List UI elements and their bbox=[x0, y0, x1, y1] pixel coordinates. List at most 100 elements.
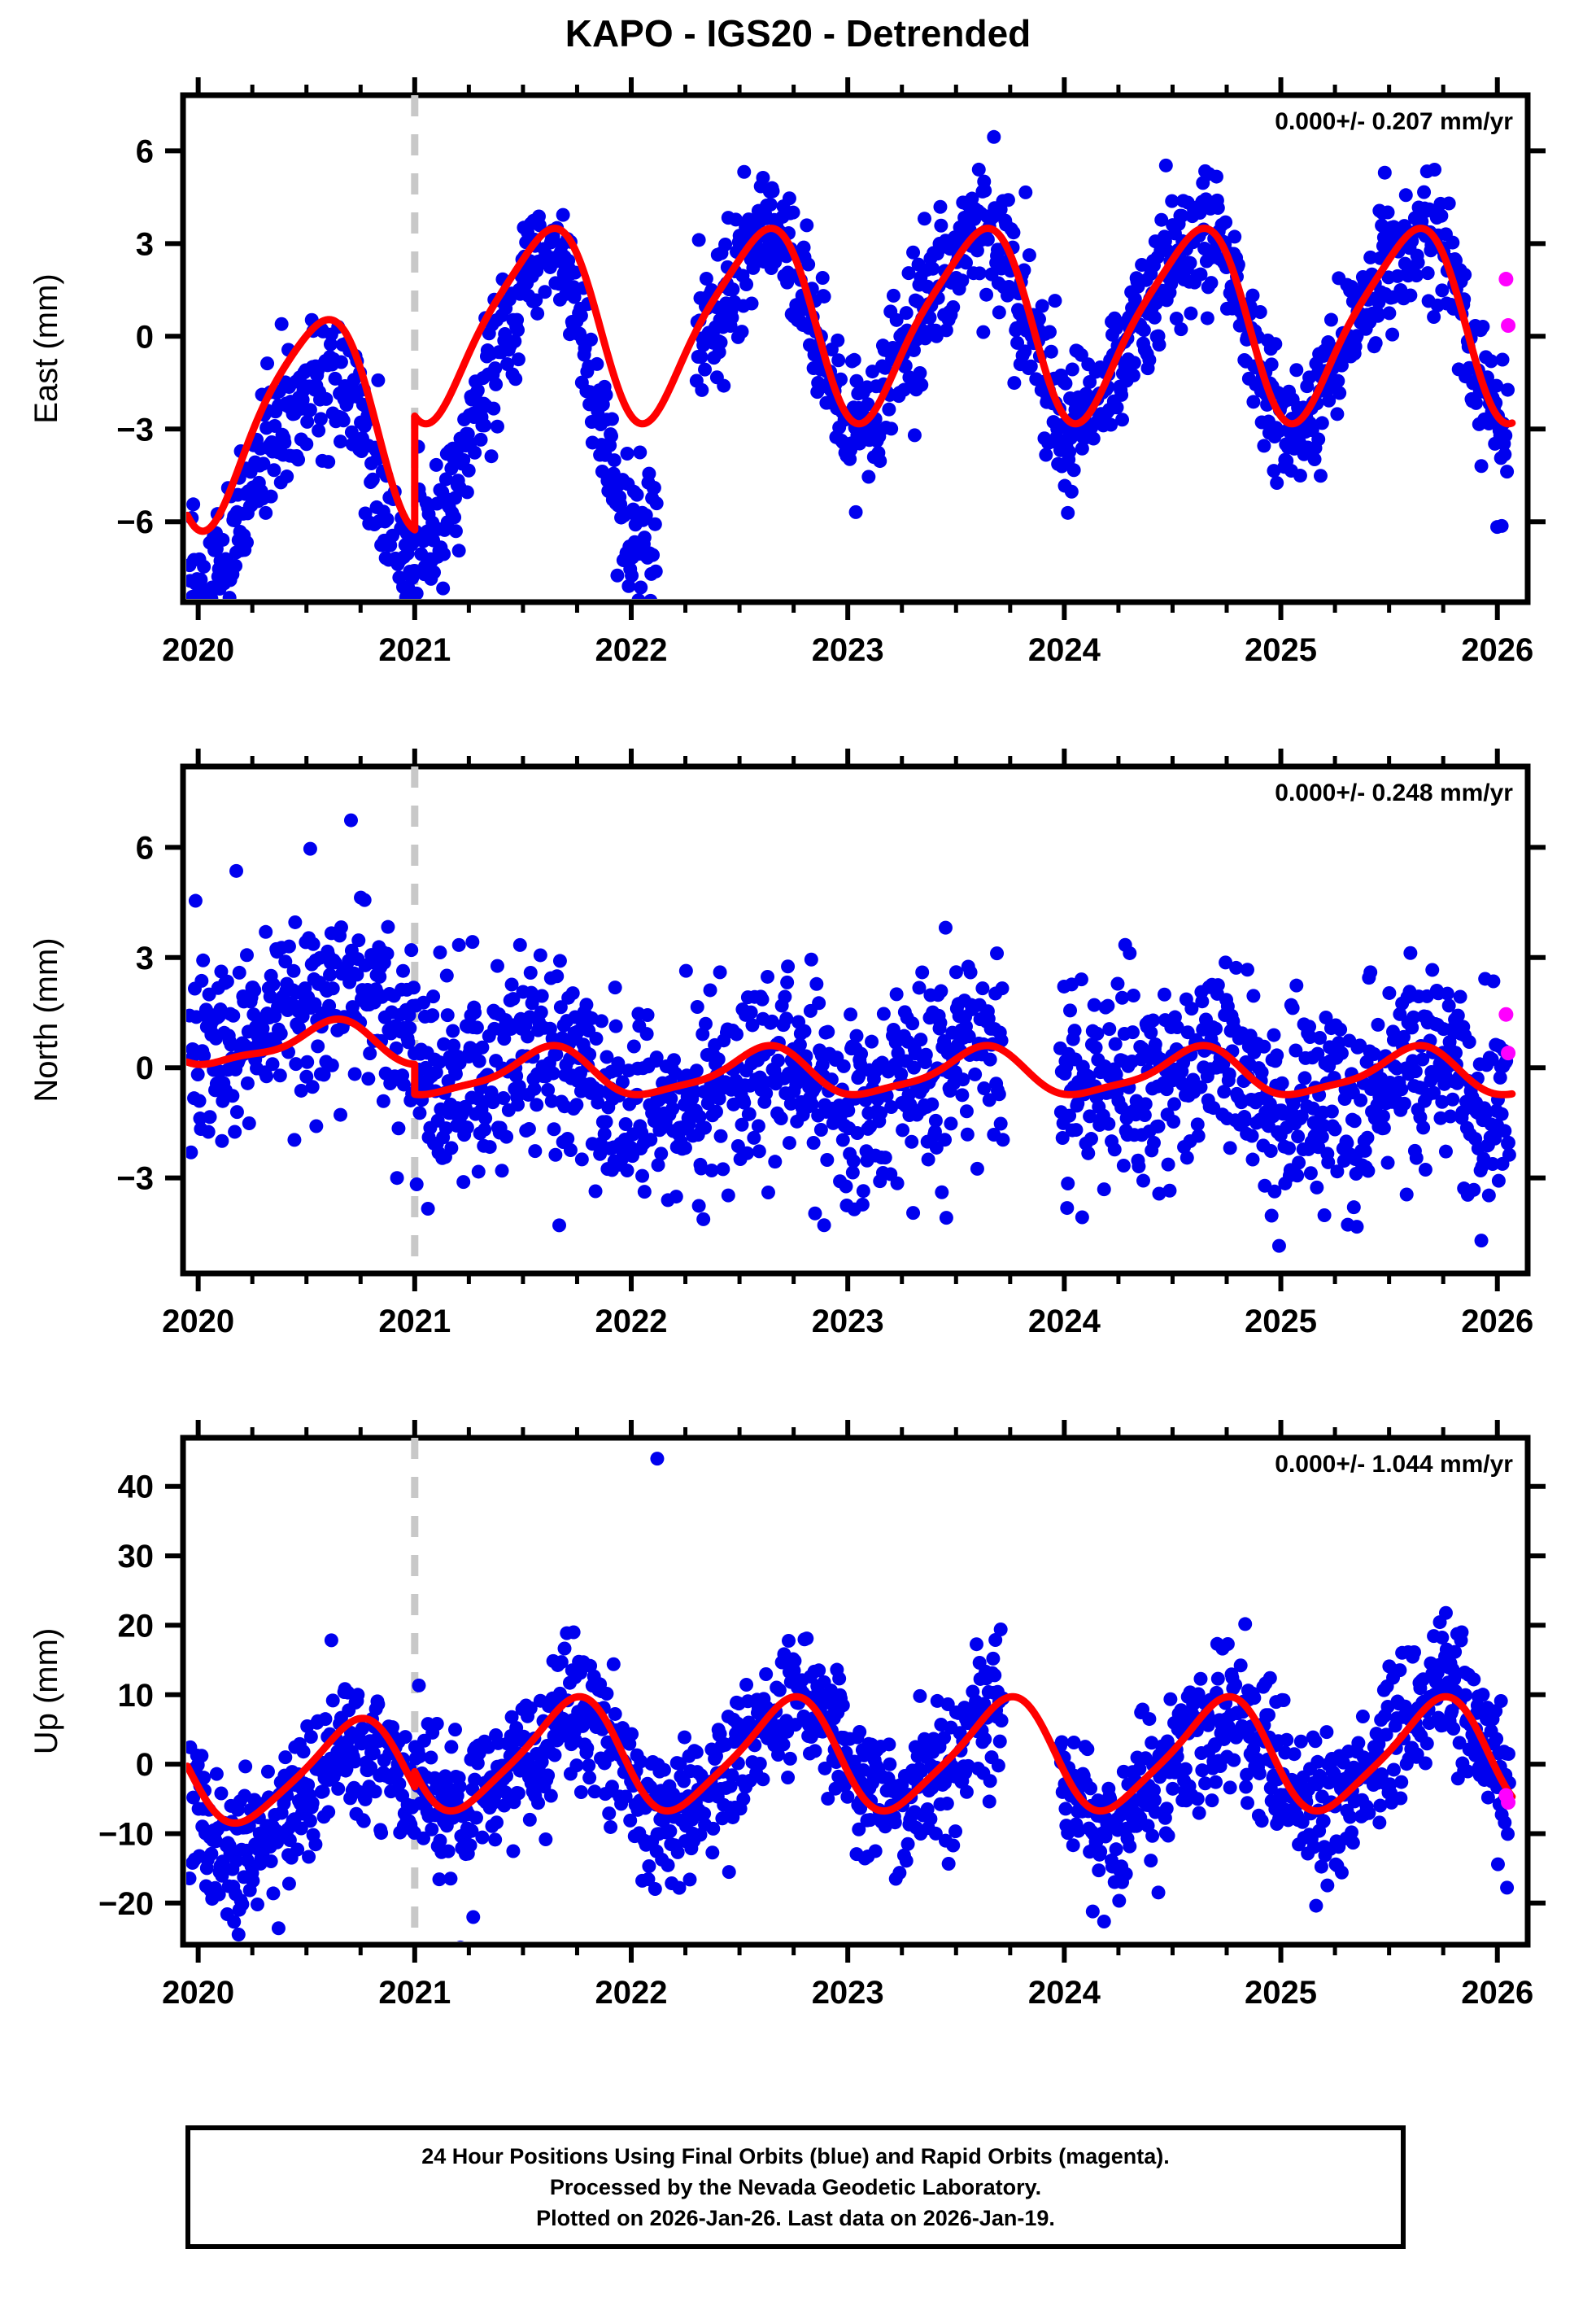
data-point bbox=[1443, 1109, 1458, 1124]
data-point bbox=[398, 1730, 412, 1745]
data-point bbox=[992, 1734, 1007, 1749]
data-point bbox=[1126, 1025, 1140, 1040]
data-point bbox=[1417, 185, 1432, 199]
rate-annotation: 0.000+/- 1.044 mm/yr bbox=[1275, 1451, 1513, 1478]
data-point bbox=[451, 544, 466, 558]
data-point bbox=[809, 976, 824, 991]
data-point bbox=[831, 353, 846, 368]
data-point bbox=[630, 487, 644, 502]
data-point bbox=[523, 1701, 538, 1715]
data-point bbox=[874, 1106, 888, 1120]
data-point bbox=[928, 1113, 943, 1128]
data-point bbox=[189, 1010, 203, 1024]
data-point bbox=[649, 496, 664, 511]
data-point bbox=[853, 1724, 867, 1739]
data-point bbox=[1086, 431, 1101, 446]
data-point bbox=[361, 1072, 376, 1086]
data-point bbox=[695, 382, 709, 397]
data-point bbox=[1081, 1146, 1096, 1160]
data-point bbox=[325, 1058, 339, 1072]
data-point bbox=[883, 1757, 897, 1771]
data-point bbox=[996, 1133, 1010, 1147]
data-point bbox=[470, 383, 485, 398]
data-point bbox=[1184, 306, 1198, 321]
data-point bbox=[1495, 352, 1510, 367]
x-tick-label: 2023 bbox=[812, 1975, 884, 2010]
y-tick-label: −6 bbox=[116, 504, 154, 540]
data-point bbox=[1060, 1201, 1075, 1216]
data-point bbox=[725, 1768, 739, 1783]
data-point bbox=[468, 445, 482, 460]
data-point bbox=[425, 1822, 439, 1837]
data-point bbox=[1152, 338, 1166, 352]
data-point bbox=[1316, 1814, 1331, 1828]
data-point bbox=[960, 1127, 975, 1142]
data-point bbox=[626, 1039, 641, 1054]
data-point bbox=[590, 356, 604, 371]
data-point bbox=[486, 401, 501, 416]
data-point bbox=[1063, 1003, 1078, 1018]
data-point bbox=[1282, 1141, 1297, 1155]
data-point bbox=[631, 593, 646, 599]
data-point bbox=[1127, 356, 1141, 370]
data-point bbox=[525, 996, 539, 1011]
data-point bbox=[914, 378, 929, 392]
data-point bbox=[202, 618, 216, 631]
data-point bbox=[771, 1747, 786, 1762]
data-point bbox=[553, 1000, 568, 1015]
data-point bbox=[436, 581, 451, 596]
data-point bbox=[1233, 1658, 1248, 1673]
data-point bbox=[278, 1750, 293, 1765]
data-point bbox=[1145, 1828, 1160, 1843]
data-point bbox=[992, 305, 1006, 320]
x-tick-label: 2021 bbox=[378, 1304, 451, 1339]
data-point bbox=[600, 1687, 614, 1701]
data-point bbox=[1107, 1142, 1122, 1157]
data-point bbox=[744, 296, 759, 311]
data-point bbox=[1276, 1692, 1291, 1707]
data-point bbox=[468, 1005, 482, 1020]
data-point bbox=[464, 1823, 479, 1838]
data-point bbox=[861, 469, 876, 484]
data-point bbox=[446, 1024, 460, 1038]
data-point bbox=[1410, 1747, 1424, 1762]
data-point bbox=[186, 1145, 198, 1160]
data-point bbox=[371, 1697, 386, 1711]
data-point bbox=[890, 1176, 905, 1190]
data-point bbox=[1293, 469, 1307, 483]
data-point bbox=[1083, 374, 1097, 389]
data-point bbox=[451, 937, 466, 952]
data-point bbox=[1500, 465, 1515, 479]
data-point bbox=[1090, 1026, 1105, 1041]
data-point bbox=[1350, 1220, 1364, 1234]
data-point bbox=[704, 1164, 719, 1178]
data-point bbox=[291, 452, 306, 467]
data-point bbox=[1317, 1208, 1332, 1223]
data-point bbox=[848, 504, 863, 519]
data-point bbox=[1469, 395, 1484, 410]
data-point bbox=[691, 233, 706, 247]
data-point bbox=[948, 965, 963, 980]
data-point bbox=[575, 1719, 590, 1733]
data-point bbox=[1240, 1767, 1254, 1782]
data-point bbox=[290, 1842, 305, 1857]
data-point bbox=[1334, 1865, 1349, 1880]
data-point bbox=[1501, 382, 1515, 397]
data-point bbox=[820, 1153, 835, 1167]
data-point bbox=[781, 959, 796, 974]
data-point bbox=[328, 371, 342, 386]
data-point bbox=[203, 1110, 217, 1125]
data-point bbox=[1500, 1880, 1515, 1895]
data-point bbox=[294, 1083, 308, 1098]
plot-frame bbox=[180, 763, 1531, 1277]
data-point bbox=[1393, 1791, 1408, 1806]
data-point bbox=[889, 312, 904, 327]
y-tick-label: 3 bbox=[136, 941, 154, 976]
x-tick-label: 2026 bbox=[1461, 1975, 1533, 2010]
data-point bbox=[543, 1788, 558, 1803]
x-tick-label: 2022 bbox=[595, 1975, 668, 2010]
data-point bbox=[1136, 1042, 1150, 1056]
data-point bbox=[1441, 196, 1456, 211]
data-point bbox=[1162, 1183, 1177, 1198]
data-point bbox=[380, 512, 395, 526]
